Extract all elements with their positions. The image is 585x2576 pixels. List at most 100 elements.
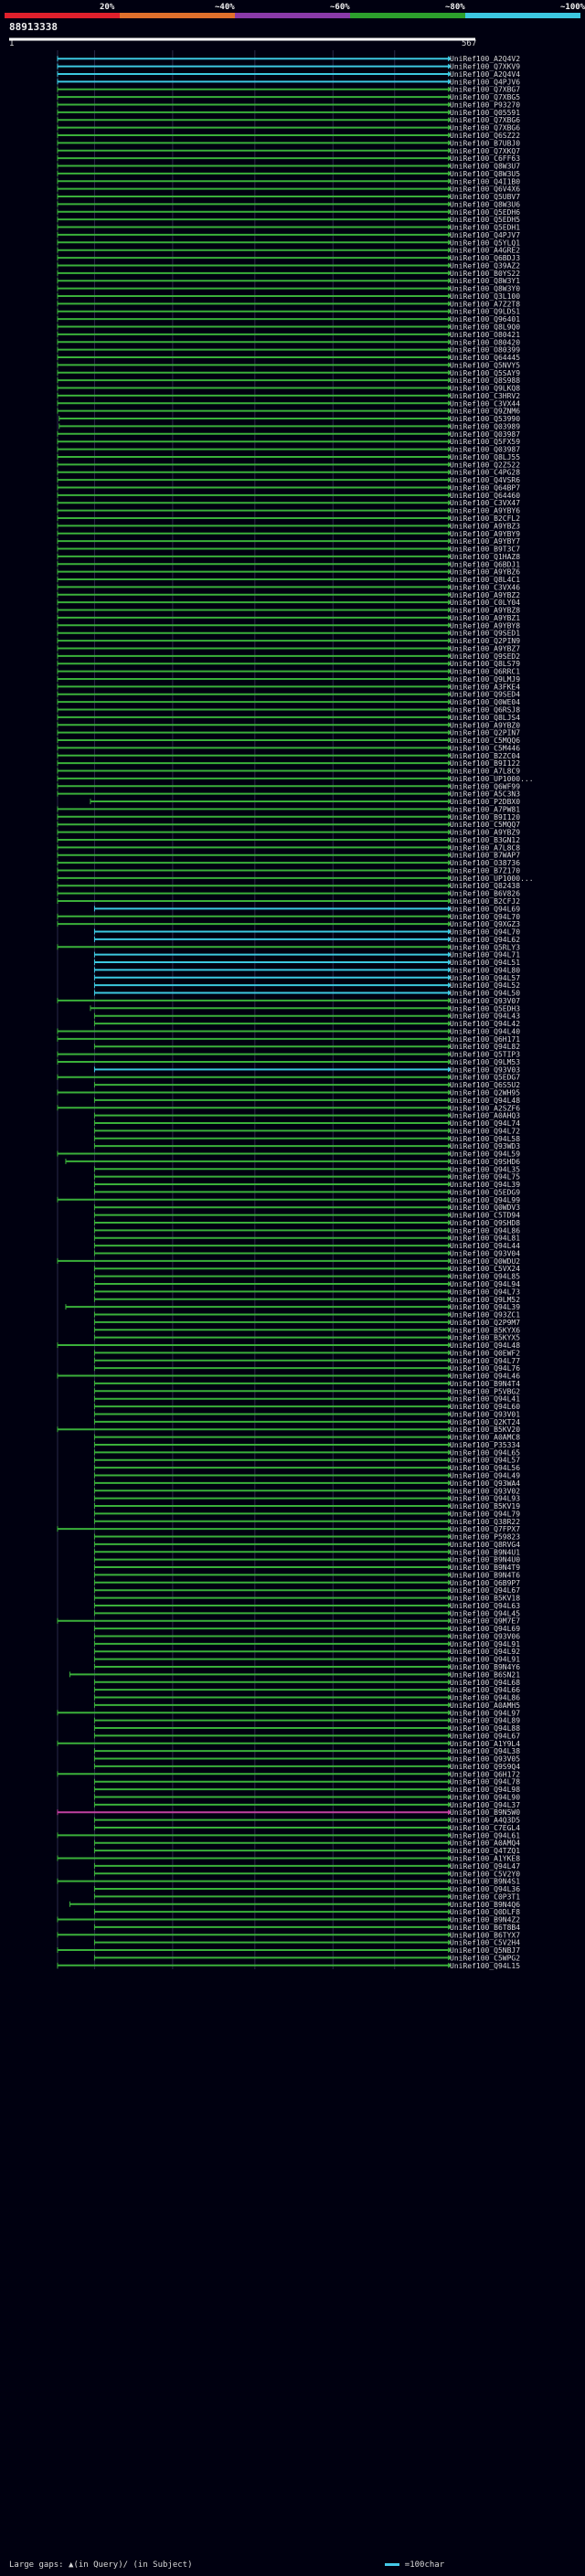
hit-label[interactable]: UniRef100_Q94L86	[450, 1694, 520, 1702]
hit-row[interactable]: UniRef100_Q7XKV9	[57, 63, 520, 71]
hit-label[interactable]: UniRef100_Q8LJS4	[450, 714, 520, 722]
hit-row[interactable]: UniRef100_Q5SAY9	[57, 369, 520, 377]
hit-label[interactable]: UniRef100_A9YBY6	[450, 507, 520, 515]
hit-label[interactable]: UniRef100_Q0WE04	[450, 698, 520, 706]
hit-label[interactable]: UniRef100_Q94L51	[450, 959, 520, 967]
hit-label[interactable]: UniRef100_B5KV19	[450, 1502, 520, 1511]
hit-row[interactable]: UniRef100_Q94L66	[93, 1686, 520, 1694]
hit-label[interactable]: UniRef100_B6T8B4	[450, 1924, 520, 1932]
hit-label[interactable]: UniRef100_Q4VSR6	[450, 476, 520, 484]
hit-row[interactable]: UniRef100_Q94L86	[93, 1694, 520, 1702]
hit-row[interactable]: UniRef100_B9N4U1	[93, 1548, 520, 1556]
hit-label[interactable]: UniRef100_Q6B9P7	[450, 1579, 520, 1587]
hit-row[interactable]: UniRef100_Q94L45	[93, 1609, 520, 1617]
hit-label[interactable]: UniRef100_B9N4S1	[450, 1878, 520, 1886]
hit-label[interactable]: UniRef100_Q0EWF2	[450, 1349, 520, 1357]
hit-row[interactable]: UniRef100_Q64BP7	[57, 483, 520, 492]
hit-label[interactable]: UniRef100_Q5NBJ7	[450, 1946, 520, 1955]
hit-label[interactable]: UniRef100_Q8W3U5	[450, 170, 520, 178]
hit-label[interactable]: UniRef100_Q8W3U7	[450, 163, 520, 171]
hit-label[interactable]: UniRef100_P35334	[450, 1441, 520, 1449]
hit-row[interactable]: UniRef100_Q94L36	[93, 1885, 520, 1893]
hit-row[interactable]: UniRef100_Q94L90	[93, 1793, 520, 1801]
hit-row[interactable]: UniRef100_B9I120	[57, 813, 520, 822]
hit-row[interactable]: UniRef100_B7UBJ0	[57, 139, 520, 147]
hit-row[interactable]: UniRef100_Q94L92	[93, 1648, 520, 1656]
hit-label[interactable]: UniRef100_Q0WDV3	[450, 1203, 520, 1212]
hit-label[interactable]: UniRef100_Q6RSJ8	[450, 705, 520, 714]
hit-row[interactable]: UniRef100_Q94L47	[93, 1862, 520, 1871]
hit-label[interactable]: UniRef100_Q94L57	[450, 1457, 520, 1465]
hit-label[interactable]: UniRef100_Q94L93	[450, 1495, 520, 1503]
hit-label[interactable]: UniRef100_C0LY04	[450, 599, 520, 607]
hit-label[interactable]: UniRef100_Q94L99	[450, 1196, 520, 1204]
hit-row[interactable]: UniRef100_Q05591	[57, 109, 520, 117]
hit-label[interactable]: UniRef100_Q94L42	[450, 1020, 520, 1028]
hit-row[interactable]: UniRef100_Q39AZ2	[57, 261, 520, 270]
hit-row[interactable]: UniRef100_Q94L59	[57, 1150, 520, 1159]
hit-label[interactable]: UniRef100_C6FF63	[450, 154, 520, 163]
hit-label[interactable]: UniRef100_Q5EDH6	[450, 208, 520, 217]
hit-row[interactable]: UniRef100_Q03987	[57, 430, 520, 439]
hit-label[interactable]: UniRef100_Q6H171	[450, 1035, 520, 1044]
hit-row[interactable]: UniRef100_Q2PIN7	[57, 729, 520, 737]
hit-row[interactable]: UniRef100_C5M446	[57, 744, 520, 752]
hit-label[interactable]: UniRef100_A9YBY8	[450, 621, 520, 630]
hit-label[interactable]: UniRef100_Q94L79	[450, 1510, 520, 1518]
hit-label[interactable]: UniRef100_A0AHQ3	[450, 1112, 520, 1120]
hit-label[interactable]: UniRef100_B2CFJ2	[450, 897, 520, 906]
hit-row[interactable]: UniRef100_Q6WF99	[57, 782, 520, 790]
hit-row[interactable]: UniRef100_Q94L61	[57, 1831, 520, 1839]
hit-label[interactable]: UniRef100_Q94L41	[450, 1395, 520, 1404]
hit-label[interactable]: UniRef100_Q94L70	[450, 913, 520, 921]
hit-label[interactable]: UniRef100_Q93V01	[450, 1410, 520, 1418]
hit-label[interactable]: UniRef100_O80420	[450, 338, 520, 346]
hit-row[interactable]: UniRef100_Q94L99	[57, 1196, 520, 1204]
hit-label[interactable]: UniRef100_Q8RVG4	[450, 1541, 520, 1549]
hit-label[interactable]: UniRef100_Q64BP7	[450, 483, 520, 492]
hit-row[interactable]: UniRef100_Q94L91	[93, 1656, 520, 1664]
hit-label[interactable]: UniRef100_Q2PIN9	[450, 637, 520, 645]
hit-row[interactable]: UniRef100_Q6BDJ1	[57, 560, 520, 568]
hit-label[interactable]: UniRef100_Q9SHD8	[450, 1219, 520, 1227]
hit-row[interactable]: UniRef100_B9N4T9	[93, 1564, 520, 1572]
hit-row[interactable]: UniRef100_Q2WH95	[57, 1088, 520, 1097]
hit-label[interactable]: UniRef100_Q6RRC1	[450, 668, 520, 676]
hit-label[interactable]: UniRef100_Q94L63	[450, 1602, 520, 1610]
hit-label[interactable]: UniRef100_Q93ZC1	[450, 1311, 520, 1320]
hit-row[interactable]: UniRef100_Q5EDH1	[57, 224, 520, 232]
hit-row[interactable]: UniRef100_Q9M7E7	[57, 1617, 520, 1626]
hit-row[interactable]: UniRef100_Q94L52	[93, 981, 520, 990]
hit-row[interactable]: UniRef100_A3FKE4	[57, 683, 520, 691]
hit-row[interactable]: UniRef100_C3HRV2	[57, 392, 520, 400]
hit-label[interactable]: UniRef100_A9YBZ9	[450, 829, 520, 837]
hit-row[interactable]: UniRef100_Q6RRC1	[57, 668, 520, 676]
hit-row[interactable]: UniRef100_Q9LKQ8	[57, 385, 520, 393]
hit-row[interactable]: UniRef100_Q6H172	[57, 1770, 520, 1778]
hit-row[interactable]: UniRef100_B9N4Z2	[57, 1916, 520, 1924]
hit-row[interactable]: UniRef100_Q94L70	[57, 913, 520, 921]
hit-label[interactable]: UniRef100_Q82438	[450, 882, 520, 890]
hit-row[interactable]: UniRef100_Q7XBG6	[57, 116, 520, 124]
hit-row[interactable]: UniRef100_B9N4U0	[93, 1556, 520, 1564]
hit-label[interactable]: UniRef100_Q94L80	[450, 966, 520, 974]
hit-label[interactable]: UniRef100_A9YBZ6	[450, 568, 520, 577]
hit-row[interactable]: UniRef100_Q5NVY5	[57, 361, 520, 369]
hit-row[interactable]: UniRef100_Q94L72	[93, 1127, 520, 1135]
hit-label[interactable]: UniRef100_Q5EDG7	[450, 1074, 520, 1082]
hit-label[interactable]: UniRef100_C3VX46	[450, 583, 520, 591]
hit-label[interactable]: UniRef100_C5WPG2	[450, 1954, 520, 1962]
hit-row[interactable]: UniRef100_Q8W3U6	[57, 200, 520, 208]
hit-label[interactable]: UniRef100_A4Q3D5	[450, 1817, 520, 1825]
hit-label[interactable]: UniRef100_B3GN12	[450, 836, 520, 844]
hit-label[interactable]: UniRef100_Q64445	[450, 354, 520, 362]
hit-row[interactable]: UniRef100_B9N4S1	[57, 1878, 520, 1886]
hit-label[interactable]: UniRef100_Q1HAZ8	[450, 553, 520, 561]
hit-label[interactable]: UniRef100_B5KYX6	[450, 1326, 520, 1334]
hit-label[interactable]: UniRef100_Q5EDH1	[450, 224, 520, 232]
hit-row[interactable]: UniRef100_B9N5W0	[57, 1808, 520, 1817]
hit-label[interactable]: UniRef100_Q94L81	[450, 1235, 520, 1243]
hit-row[interactable]: UniRef100_Q4PJV7	[57, 231, 520, 239]
hit-label[interactable]: UniRef100_B7Z170	[450, 866, 520, 875]
hit-label[interactable]: UniRef100_A4GRE2	[450, 247, 520, 255]
